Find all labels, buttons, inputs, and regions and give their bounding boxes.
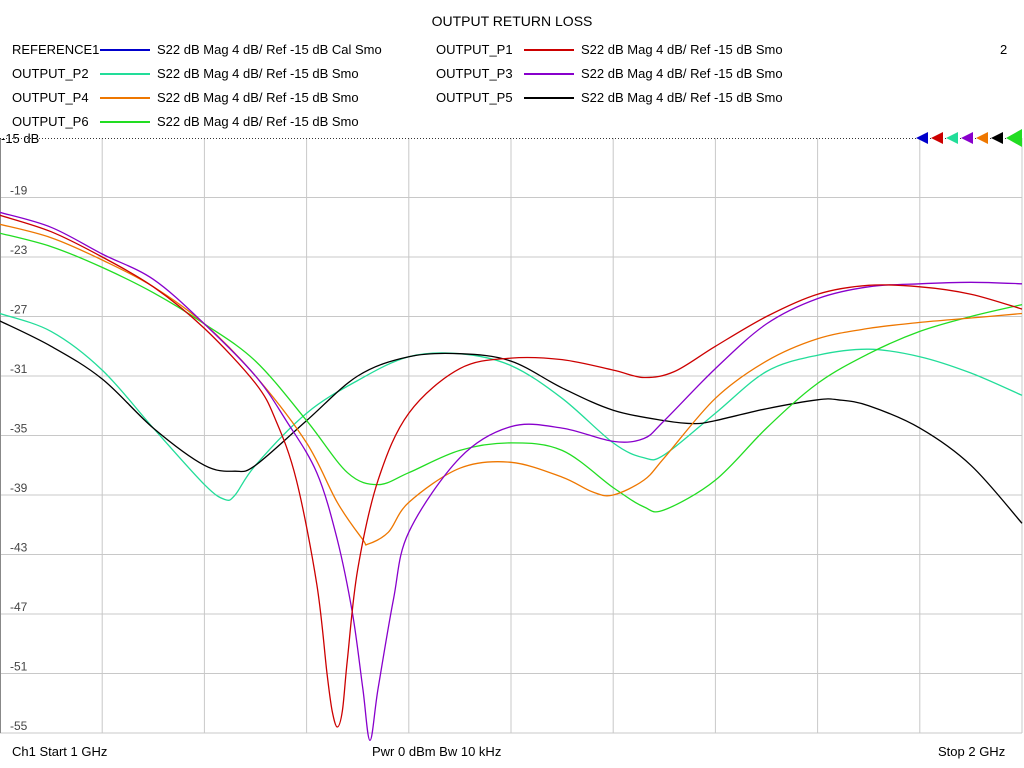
legend-entry-output-p1: OUTPUT_P1 S22 dB Mag 4 dB/ Ref -15 dB Sm… [436, 42, 856, 58]
grid [0, 138, 1023, 734]
trace-output-p5 [0, 320, 1023, 524]
traces [0, 211, 1023, 742]
reference-marker [991, 132, 1003, 144]
trace-output-p2 [0, 312, 1023, 501]
chart-title: OUTPUT RETURN LOSS [431, 13, 593, 29]
reference-marker [946, 132, 958, 144]
legend-trace-desc: S22 dB Mag 4 dB/ Ref -15 dB Cal Smo [157, 42, 382, 57]
legend-swatch [524, 97, 574, 99]
legend-trace-name: OUTPUT_P4 [12, 90, 89, 105]
legend-swatch [100, 97, 150, 99]
legend-entry-output-p6: OUTPUT_P6 S22 dB Mag 4 dB/ Ref -15 dB Sm… [12, 114, 432, 130]
reference-marker [976, 132, 988, 144]
sweep-stop-label: Stop 2 GHz [938, 744, 1006, 759]
legend-trace-name: OUTPUT_P3 [436, 66, 513, 81]
legend-swatch [524, 49, 574, 51]
legend-entry-output-p3: OUTPUT_P3 S22 dB Mag 4 dB/ Ref -15 dB Sm… [436, 66, 856, 82]
reference-level-label: -15 dB [1, 131, 39, 146]
reference-marker [961, 132, 973, 144]
y-tick-label: -47 [10, 600, 28, 614]
legend-trace-desc: S22 dB Mag 4 dB/ Ref -15 dB Smo [157, 114, 359, 129]
reference-markers [916, 129, 1022, 147]
y-tick-label: -31 [10, 362, 28, 376]
y-tick-label: -23 [10, 243, 28, 257]
trace-output-p6 [0, 232, 1023, 513]
y-tick-label: -51 [10, 660, 28, 674]
legend-entry-reference1: REFERENCE1 S22 dB Mag 4 dB/ Ref -15 dB C… [12, 42, 432, 58]
y-tick-label: -55 [10, 719, 28, 733]
channel-number: 2 [1000, 42, 1008, 57]
reference-marker [916, 132, 928, 144]
trace-output-p1 [0, 214, 1023, 728]
legend-swatch [100, 121, 150, 123]
y-axis-labels: -15 dB -19 -23 -27 -31 -35 -39 -43 -47 -51 -55 [1, 131, 39, 733]
legend-trace-desc: S22 dB Mag 4 dB/ Ref -15 dB Smo [581, 66, 783, 81]
legend-swatch [100, 49, 150, 51]
trace-output-p3 [0, 211, 1023, 742]
legend-trace-desc: S22 dB Mag 4 dB/ Ref -15 dB Smo [581, 90, 783, 105]
legend-swatch [100, 73, 150, 75]
legend-swatch [524, 73, 574, 75]
y-tick-label: -43 [10, 541, 28, 555]
y-tick-label: -19 [10, 184, 28, 198]
legend-entry-output-p5: OUTPUT_P5 S22 dB Mag 4 dB/ Ref -15 dB Sm… [436, 90, 856, 106]
legend-trace-name: OUTPUT_P2 [12, 66, 89, 81]
sweep-start-label: Ch1 Start 1 GHz [12, 744, 108, 759]
legend-trace-name: REFERENCE1 [12, 42, 100, 57]
legend-trace-name: OUTPUT_P6 [12, 114, 89, 129]
legend-entry-output-p4: OUTPUT_P4 S22 dB Mag 4 dB/ Ref -15 dB Sm… [12, 90, 432, 106]
power-bandwidth-label: Pwr 0 dBm Bw 10 kHz [372, 744, 502, 759]
legend-trace-name: OUTPUT_P5 [436, 90, 513, 105]
legend-trace-desc: S22 dB Mag 4 dB/ Ref -15 dB Smo [581, 42, 783, 57]
legend-trace-desc: S22 dB Mag 4 dB/ Ref -15 dB Smo [157, 90, 359, 105]
legend-trace-name: OUTPUT_P1 [436, 42, 513, 57]
reference-marker-active [1006, 129, 1022, 147]
legend-entry-output-p2: OUTPUT_P2 S22 dB Mag 4 dB/ Ref -15 dB Sm… [12, 66, 432, 82]
reference-marker [931, 132, 943, 144]
legend-trace-desc: S22 dB Mag 4 dB/ Ref -15 dB Smo [157, 66, 359, 81]
y-tick-label: -35 [10, 422, 28, 436]
y-tick-label: -39 [10, 481, 28, 495]
y-tick-label: -27 [10, 303, 28, 317]
